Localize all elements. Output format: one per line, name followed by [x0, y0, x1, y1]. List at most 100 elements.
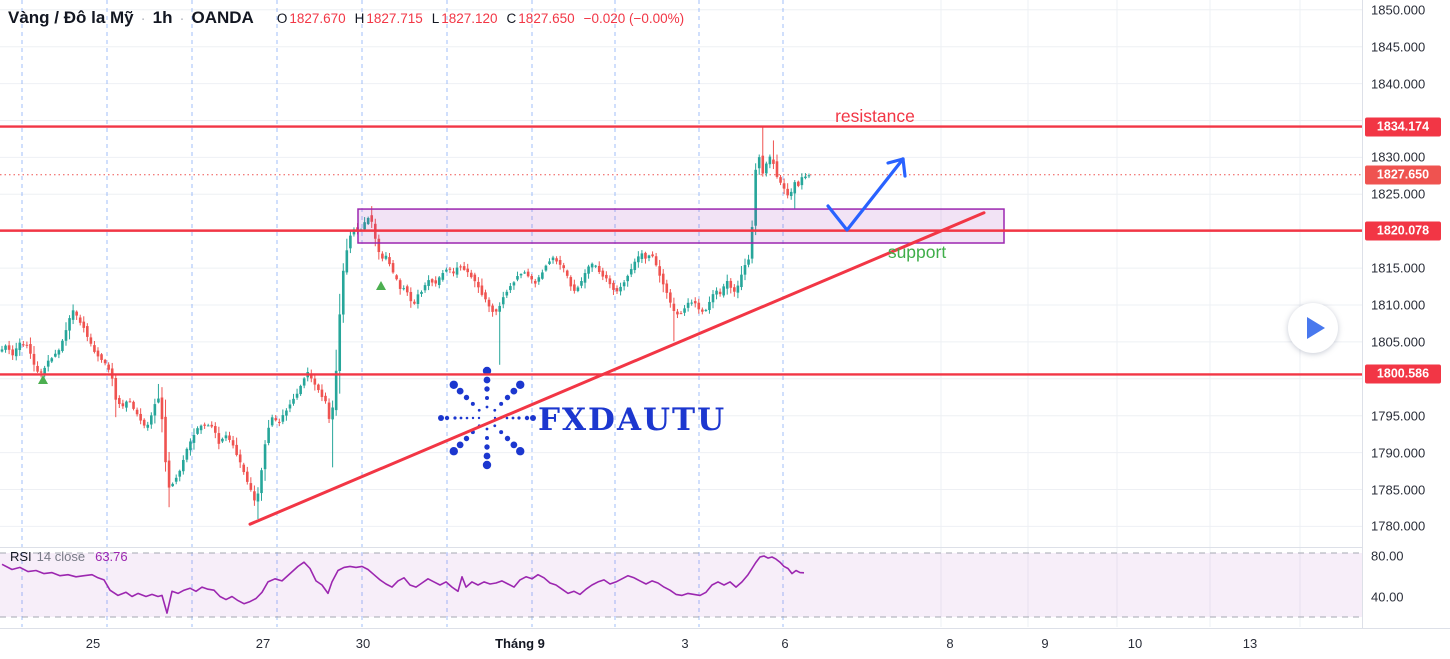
candle-body [96, 350, 100, 357]
candle-body [349, 235, 352, 249]
price-level-badge: 1800.586 [1365, 364, 1441, 384]
candle-body [103, 359, 107, 364]
buy-marker-icon [38, 375, 48, 384]
trendline[interactable] [248, 211, 986, 526]
rsi-legend[interactable]: RSI 14 close 63.76 [10, 549, 128, 564]
resistance-label[interactable]: resistance [835, 106, 915, 126]
gridlines-layer [0, 0, 1450, 627]
projection-arrow[interactable] [826, 157, 905, 232]
price-axis-label: 1845.000 [1371, 39, 1426, 55]
candle-body [256, 493, 260, 502]
candle-body [672, 303, 676, 311]
rsi-line [1, 555, 805, 614]
candle-body [139, 413, 142, 421]
candle-body [182, 459, 185, 472]
candle-body [693, 301, 697, 304]
rsi-band [0, 553, 1362, 617]
candle-body [121, 403, 125, 407]
symbol-title[interactable]: Vàng / Đô la Mỹ [8, 8, 134, 27]
watermark-dot [516, 447, 525, 456]
watermark-dot [499, 430, 504, 435]
candle-body [601, 270, 605, 277]
interval-value[interactable]: 1h [152, 8, 173, 27]
candle-body [153, 404, 157, 416]
candle-body [292, 398, 295, 404]
candle-body [420, 291, 423, 294]
candle-body [228, 435, 231, 440]
price-axis-label: 1780.000 [1371, 518, 1426, 534]
candle-body [477, 281, 480, 288]
candle-body [718, 291, 722, 295]
watermark-dot [471, 416, 475, 420]
watermark-dot [485, 436, 489, 440]
watermark-dot [483, 376, 491, 384]
watermark-dot [484, 386, 490, 392]
exchange-name[interactable]: OANDA [191, 8, 254, 27]
candle-body [327, 402, 331, 419]
candle-body [75, 311, 78, 316]
candle-body [494, 309, 498, 312]
candle-body [214, 426, 217, 433]
candle-body [7, 345, 11, 350]
candle-body [779, 177, 782, 183]
ohlc-label: C [506, 10, 517, 26]
candle-body [466, 268, 470, 273]
candle-body [669, 292, 672, 303]
watermark-dot [470, 401, 475, 406]
watermark-dot [449, 447, 458, 456]
candle-body [562, 265, 565, 269]
candlestick-series [0, 126, 1362, 520]
candle-body [708, 301, 711, 311]
watermark-dot [456, 441, 464, 449]
candle-body [331, 407, 334, 420]
drawings-layer[interactable] [0, 125, 1362, 526]
watermark-dot [482, 460, 492, 470]
watermark-dot [524, 415, 530, 421]
time-axis-label: 30 [355, 636, 371, 651]
candle-body [807, 175, 811, 177]
candle-body [754, 169, 757, 226]
candle-body [683, 308, 686, 313]
candle-body [526, 271, 530, 277]
candle-body [61, 340, 64, 352]
candle-body [142, 419, 146, 426]
candle-body [587, 266, 590, 274]
candle-body [11, 349, 14, 356]
time-axis[interactable]: 25 27 30 Tháng 9 3 6 8 9 10 13 [0, 628, 1450, 659]
price-level-badge: 1834.174 [1365, 117, 1441, 137]
watermark-text: FXDAUTU [538, 402, 726, 438]
ohlc-values-row: O 1827.670 H 1827.715 L 1827.120 C 1827.650 −0.0… [268, 11, 684, 26]
candle-body [459, 266, 462, 268]
candle-body [733, 287, 736, 292]
candle-body [313, 378, 317, 385]
candle-body [245, 471, 249, 482]
support-label[interactable]: support [888, 242, 947, 262]
watermark-dot [483, 452, 491, 460]
candle-body [242, 464, 246, 473]
time-axis-label: 8 [946, 636, 954, 651]
rsi-axis-label: 80.00 [1371, 548, 1404, 564]
candle-body [160, 397, 164, 420]
candle-body [448, 268, 452, 270]
candle-body [235, 444, 238, 455]
price-axis[interactable]: 1850.000 1845.000 1840.000 1830.000 1825.000… [1362, 0, 1450, 628]
candle-body [164, 416, 167, 463]
candle-body [626, 275, 629, 282]
candle-body [18, 342, 22, 351]
projection-arrow-head [886, 157, 905, 165]
candle-body [530, 276, 533, 280]
candle-body [107, 364, 110, 370]
candle-body [658, 266, 661, 276]
candle-body [789, 191, 793, 197]
candle-body [701, 309, 704, 312]
candle-body [661, 273, 665, 285]
rsi-title: RSI [10, 549, 32, 564]
watermark-dot [510, 387, 518, 395]
candle-body [86, 326, 89, 337]
pane-separator[interactable] [0, 545, 1362, 550]
supply-zone-box[interactable] [357, 208, 1005, 244]
candle-body [345, 250, 349, 273]
candle-body [334, 370, 338, 411]
replay-play-button[interactable] [1288, 303, 1338, 353]
